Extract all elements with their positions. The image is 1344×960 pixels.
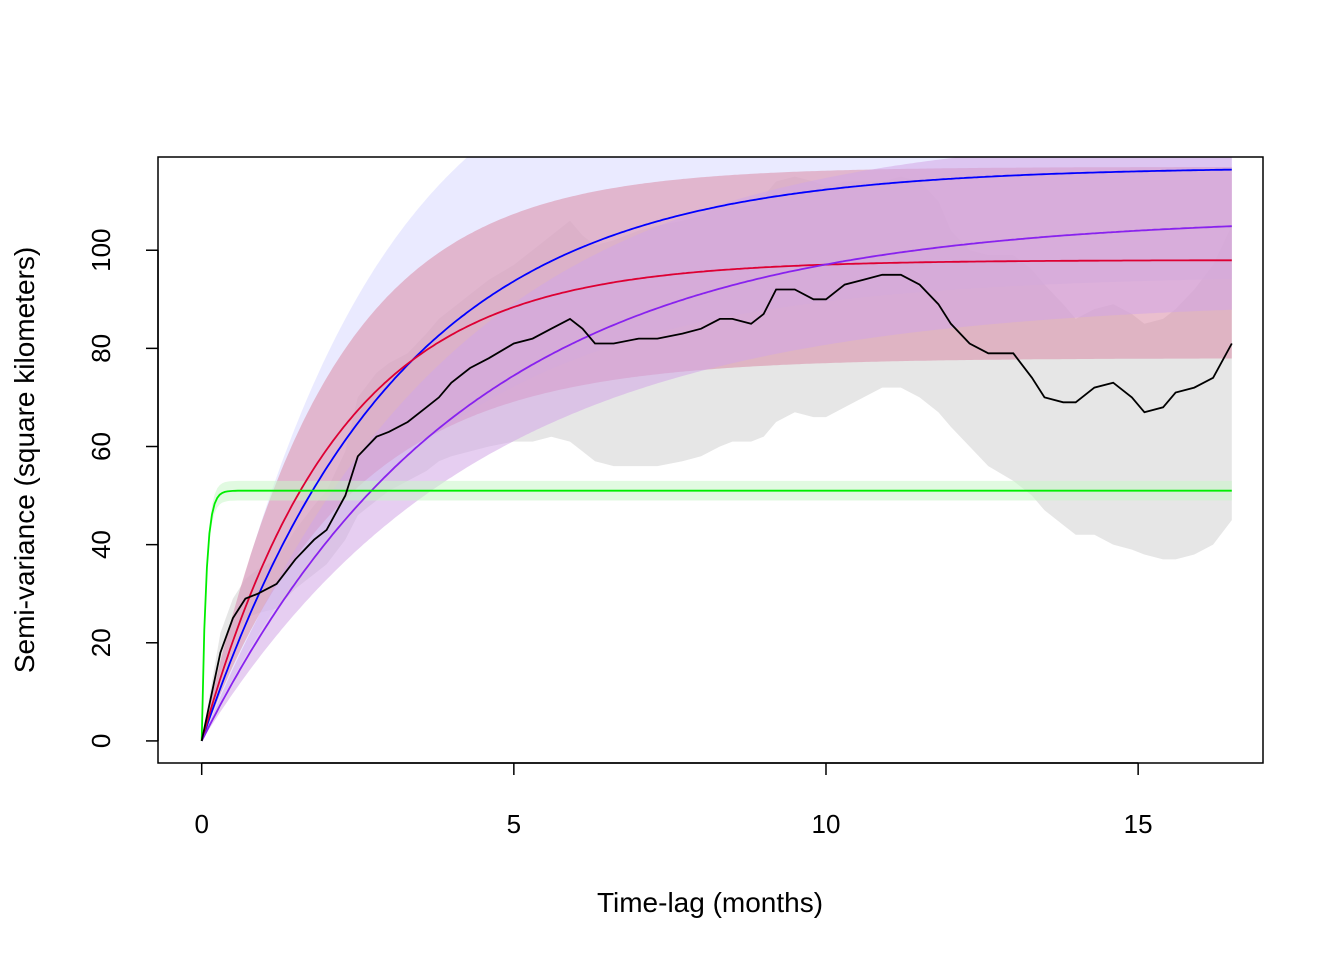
blue-model-line xyxy=(200,168,1232,742)
x-tick-label: 5 xyxy=(507,809,521,839)
y-tick-label: 20 xyxy=(86,628,116,657)
green-model-line xyxy=(200,489,1232,741)
x-tick-label: 10 xyxy=(812,809,841,839)
purple-model-ci-band xyxy=(201,157,1232,741)
series-lines xyxy=(200,168,1233,742)
y-axis-title: Semi-variance (square kilometers) xyxy=(9,247,40,673)
y-axis: 0 20 40 60 80 100 xyxy=(86,229,159,748)
x-axis-title: Time-lag (months) xyxy=(597,887,823,918)
y-tick-label: 100 xyxy=(86,229,116,272)
x-tick-label: 0 xyxy=(194,809,208,839)
x-tick-label: 15 xyxy=(1124,809,1153,839)
y-tick-label: 80 xyxy=(86,334,116,363)
purple-model-line xyxy=(200,225,1232,742)
confidence-bands xyxy=(201,157,1232,741)
y-tick-label: 0 xyxy=(86,734,116,748)
y-tick-label: 40 xyxy=(86,530,116,559)
y-tick-label: 60 xyxy=(86,432,116,461)
red-model-line xyxy=(200,259,1232,742)
x-axis: 0 5 10 15 xyxy=(194,762,1153,839)
empirical-variogram-line xyxy=(200,273,1233,742)
